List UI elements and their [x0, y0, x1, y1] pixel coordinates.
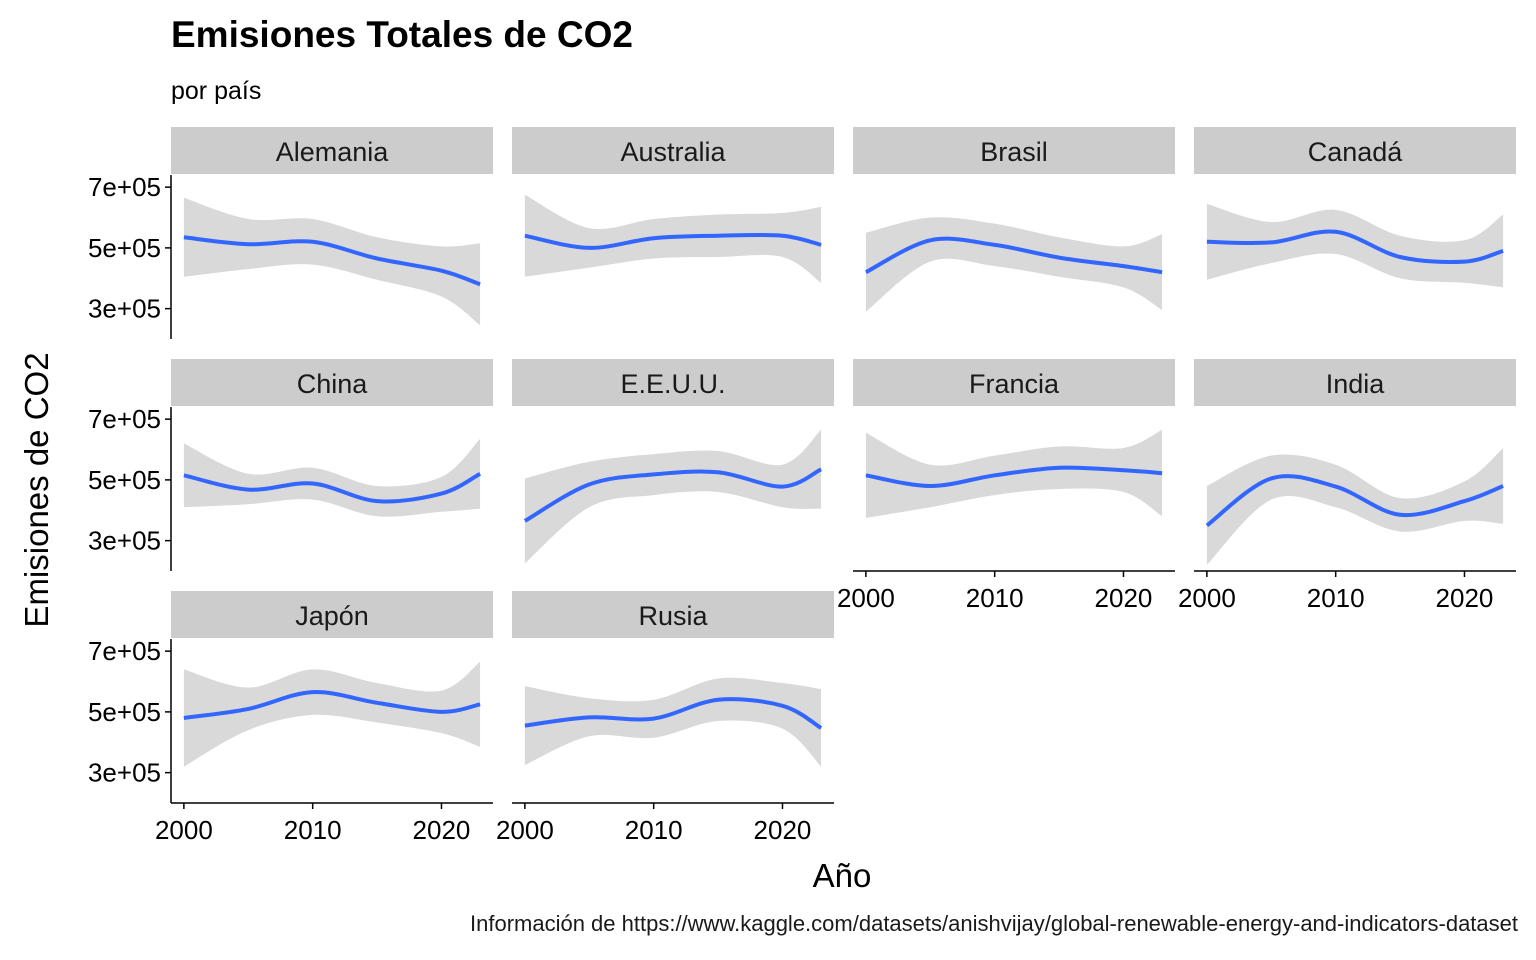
series-line [865, 465, 1163, 489]
facet-strip [1194, 359, 1516, 406]
x-tick-label: 2010 [625, 815, 683, 845]
chart-subtitle: por país [171, 77, 262, 105]
confidence-band [524, 677, 822, 767]
x-tick-label: 2010 [284, 815, 342, 845]
y-tick-label: 3e+05 [88, 758, 161, 788]
x-tick-label: 2020 [1436, 583, 1494, 613]
series-line [523, 467, 823, 523]
y-tick-label: 7e+05 [88, 172, 161, 202]
facet-label: Canadá [1308, 137, 1404, 167]
facet-label: Brasil [980, 137, 1048, 167]
x-tick-label: 2000 [496, 815, 554, 845]
facet-label: China [297, 369, 369, 399]
chart-caption: Información de https://www.kaggle.com/da… [470, 911, 1518, 936]
facet-label: India [1326, 369, 1386, 399]
series-line [1205, 474, 1504, 528]
y-tick-label: 7e+05 [88, 404, 161, 434]
facet-strip [512, 359, 834, 406]
x-tick-label: 2020 [754, 815, 812, 845]
confidence-band [524, 429, 822, 564]
x-tick-label: 2010 [966, 583, 1024, 613]
facet-label: Alemania [276, 137, 390, 167]
x-axis-title: Año [813, 857, 872, 894]
series-line [1206, 229, 1504, 264]
facet-label: Rusia [638, 601, 708, 631]
series-line [864, 236, 1163, 275]
facet-strip [171, 127, 493, 174]
y-tick-label: 5e+05 [88, 697, 161, 727]
x-tick-label: 2020 [413, 815, 471, 845]
facet-strip [171, 359, 493, 406]
series-line [524, 697, 823, 730]
facet-strip [512, 591, 834, 638]
y-axis-title: Emisiones de CO2 [18, 352, 55, 627]
facet-strip [512, 127, 834, 174]
confidence-band [183, 197, 481, 326]
x-tick-label: 2000 [837, 583, 895, 613]
confidence-band [183, 661, 481, 767]
y-tick-label: 7e+05 [88, 636, 161, 666]
y-tick-label: 3e+05 [88, 526, 161, 556]
confidence-band [183, 438, 481, 517]
chart-title: Emisiones Totales de CO2 [171, 14, 633, 55]
series-line [183, 472, 482, 504]
y-tick-label: 5e+05 [88, 233, 161, 263]
facet-label: Francia [969, 369, 1060, 399]
facet-strip [1194, 127, 1516, 174]
series-line [183, 690, 481, 720]
facet-strip [853, 359, 1175, 406]
series-line [183, 235, 481, 287]
facet-strip [853, 127, 1175, 174]
x-tick-label: 2000 [1178, 583, 1236, 613]
facet-strip [171, 591, 493, 638]
facet-label: E.E.U.U. [620, 369, 725, 399]
confidence-band [1206, 203, 1504, 288]
facet-label: Australia [620, 137, 726, 167]
x-tick-label: 2010 [1307, 583, 1365, 613]
facet-label: Japón [295, 601, 369, 631]
confidence-band [1206, 448, 1504, 565]
y-tick-label: 5e+05 [88, 465, 161, 495]
x-tick-label: 2020 [1095, 583, 1153, 613]
y-tick-label: 3e+05 [88, 294, 161, 324]
series-line [524, 232, 822, 250]
x-tick-label: 2000 [155, 815, 213, 845]
